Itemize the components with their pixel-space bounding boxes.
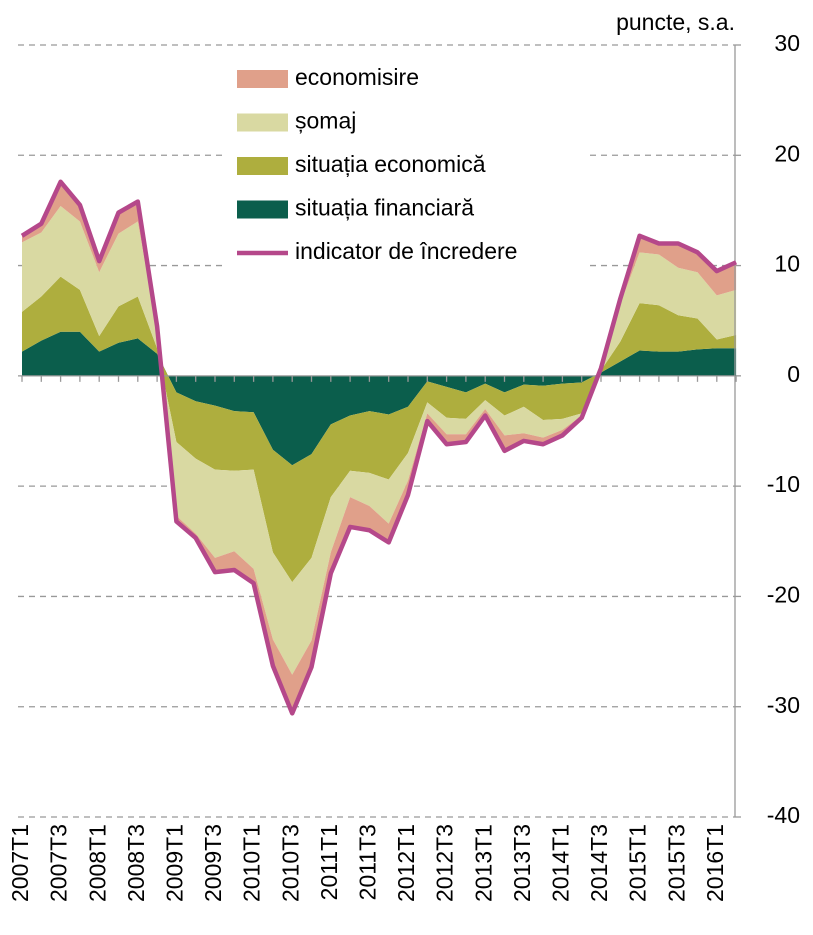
y-tick-label: -10 <box>767 471 800 497</box>
legend: economisire șomaj situația economică situaț… <box>226 58 590 274</box>
x-tick-label: 2009T1 <box>161 824 187 902</box>
x-tick-label: 2014T1 <box>547 824 573 902</box>
y-tick-label: 20 <box>774 140 800 166</box>
area <box>22 331 737 466</box>
legend-label: șomaj <box>295 108 356 134</box>
y-tick-label: 10 <box>774 251 800 277</box>
y-tick-label: -20 <box>767 582 800 608</box>
x-tick-label: 2008T3 <box>123 824 149 902</box>
x-tick-label: 2013T1 <box>470 824 496 902</box>
x-tick-label: 2010T1 <box>239 824 265 902</box>
legend-swatch <box>237 157 288 175</box>
x-tick-label: 2011T3 <box>354 824 380 900</box>
legend-swatch <box>237 200 288 219</box>
legend-swatch <box>237 113 288 132</box>
y-tick-label: -40 <box>767 802 800 828</box>
y-tick-label: 0 <box>787 361 800 387</box>
x-tick-label: 2014T3 <box>586 824 612 902</box>
legend-label: economisire <box>295 64 419 90</box>
legend-label: situația economică <box>295 151 486 177</box>
legend-label: situația financiară <box>295 195 474 221</box>
area <box>22 276 737 583</box>
x-tick-label: 2016T1 <box>702 824 728 902</box>
y-tick-label: 30 <box>774 30 800 56</box>
x-tick-label: 2012T3 <box>432 824 458 902</box>
x-tick-label: 2011T1 <box>316 824 342 900</box>
x-tick-label: 2015T1 <box>625 824 651 902</box>
x-tick-label: 2015T3 <box>663 824 689 902</box>
y-tick-label: -30 <box>767 692 800 718</box>
line <box>20 179 738 716</box>
legend-swatch <box>237 70 288 88</box>
x-tick-label: 2008T1 <box>84 824 110 902</box>
legend-label: indicator de încredere <box>295 238 517 264</box>
unit-label: puncte, s.a. <box>616 9 735 35</box>
x-tick-label: 2009T3 <box>200 824 226 902</box>
x-tick-label: 2010T3 <box>277 824 303 902</box>
x-tick-label: 2007T3 <box>46 824 72 902</box>
x-tick-label: 2013T3 <box>509 824 535 902</box>
x-tick-label: 2012T1 <box>393 824 419 902</box>
x-tick-label: 2007T1 <box>7 824 33 902</box>
